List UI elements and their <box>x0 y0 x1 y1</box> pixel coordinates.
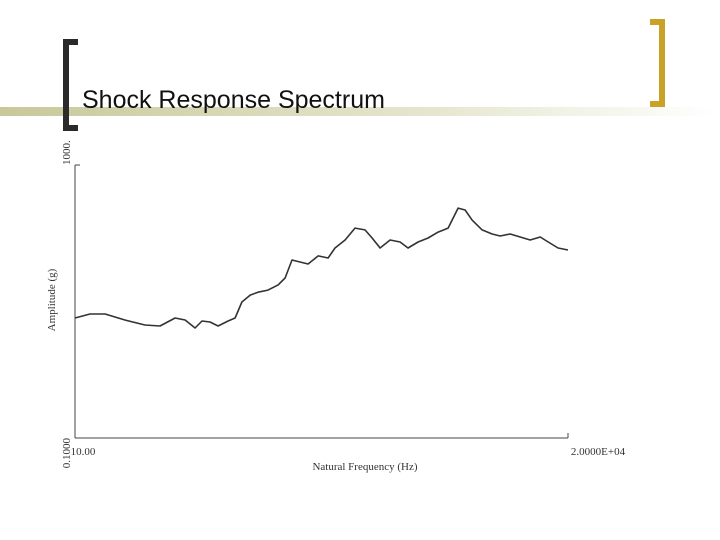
x-tick-label: 10.00 <box>71 446 96 458</box>
y-tick-label: 0.1000 <box>61 438 73 469</box>
left-bracket <box>63 39 78 131</box>
title-band <box>0 107 720 116</box>
right-bracket <box>650 19 665 107</box>
y-tick-label: 1000. <box>61 140 73 165</box>
line-series <box>74 207 569 329</box>
x-axis-label: Natural Frequency (Hz) <box>312 461 417 473</box>
y-axis-label: Amplitude (g) <box>46 268 58 331</box>
x-tick-label: 2.0000E+04 <box>571 446 626 458</box>
slide-title: Shock Response Spectrum <box>82 86 385 114</box>
